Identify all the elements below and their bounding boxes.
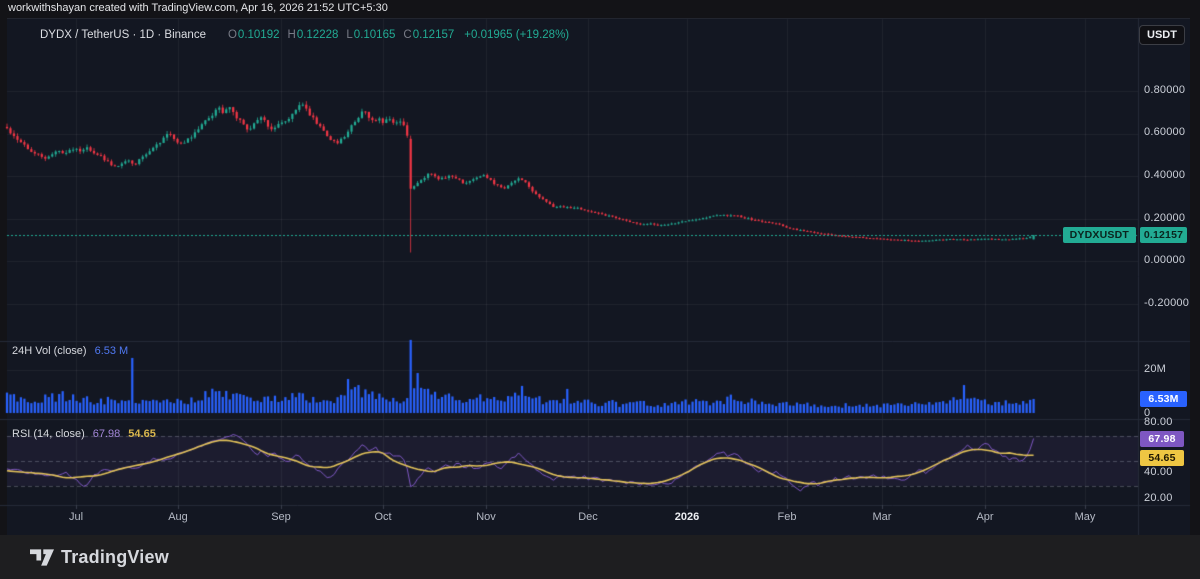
- open-value: 0.10192: [237, 29, 280, 41]
- rsi-value-badge: 67.98: [1140, 431, 1184, 447]
- high-label: H: [287, 29, 296, 41]
- tradingview-logo-icon[interactable]: [30, 548, 54, 566]
- low-label: L: [346, 29, 353, 41]
- low-value: 0.10165: [353, 29, 396, 41]
- volume-value: 6.53 M: [94, 345, 129, 357]
- last-price-badge: 0.12157: [1140, 227, 1187, 243]
- volume-value-badge: 6.53M: [1140, 391, 1187, 407]
- tradingview-brand-text[interactable]: TradingView: [61, 546, 169, 567]
- symbol-legend[interactable]: DYDX / TetherUS · 1D · Binance O 0.10192…: [40, 27, 569, 43]
- attribution-text: workwithshayan created with TradingView.…: [8, 2, 388, 14]
- rsi-legend[interactable]: RSI (14, close) 67.98 54.65: [12, 428, 156, 440]
- rsi-ma-value-badge: 54.65: [1140, 450, 1184, 466]
- volume-legend[interactable]: 24H Vol (close) 6.53 M: [12, 345, 128, 357]
- last-price-symbol-badge: DYDXUSDT: [1062, 227, 1136, 243]
- open-label: O: [227, 29, 237, 41]
- rsi-title[interactable]: RSI (14, close): [12, 428, 85, 440]
- symbol-title[interactable]: DYDX / TetherUS · 1D · Binance: [40, 29, 206, 41]
- change-value: +0.01965 (+19.28%): [464, 29, 570, 41]
- close-label: C: [403, 29, 412, 41]
- rsi-ma-value: 54.65: [128, 428, 156, 440]
- rsi-value: 67.98: [92, 428, 121, 440]
- attribution-bar: workwithshayan created with TradingView.…: [0, 0, 1200, 18]
- volume-title[interactable]: 24H Vol (close): [12, 345, 87, 357]
- footer-bar: TradingView: [0, 535, 1200, 579]
- currency-toggle-button[interactable]: USDT: [1139, 25, 1185, 45]
- close-value: 0.12157: [412, 29, 455, 41]
- high-value: 0.12228: [296, 29, 339, 41]
